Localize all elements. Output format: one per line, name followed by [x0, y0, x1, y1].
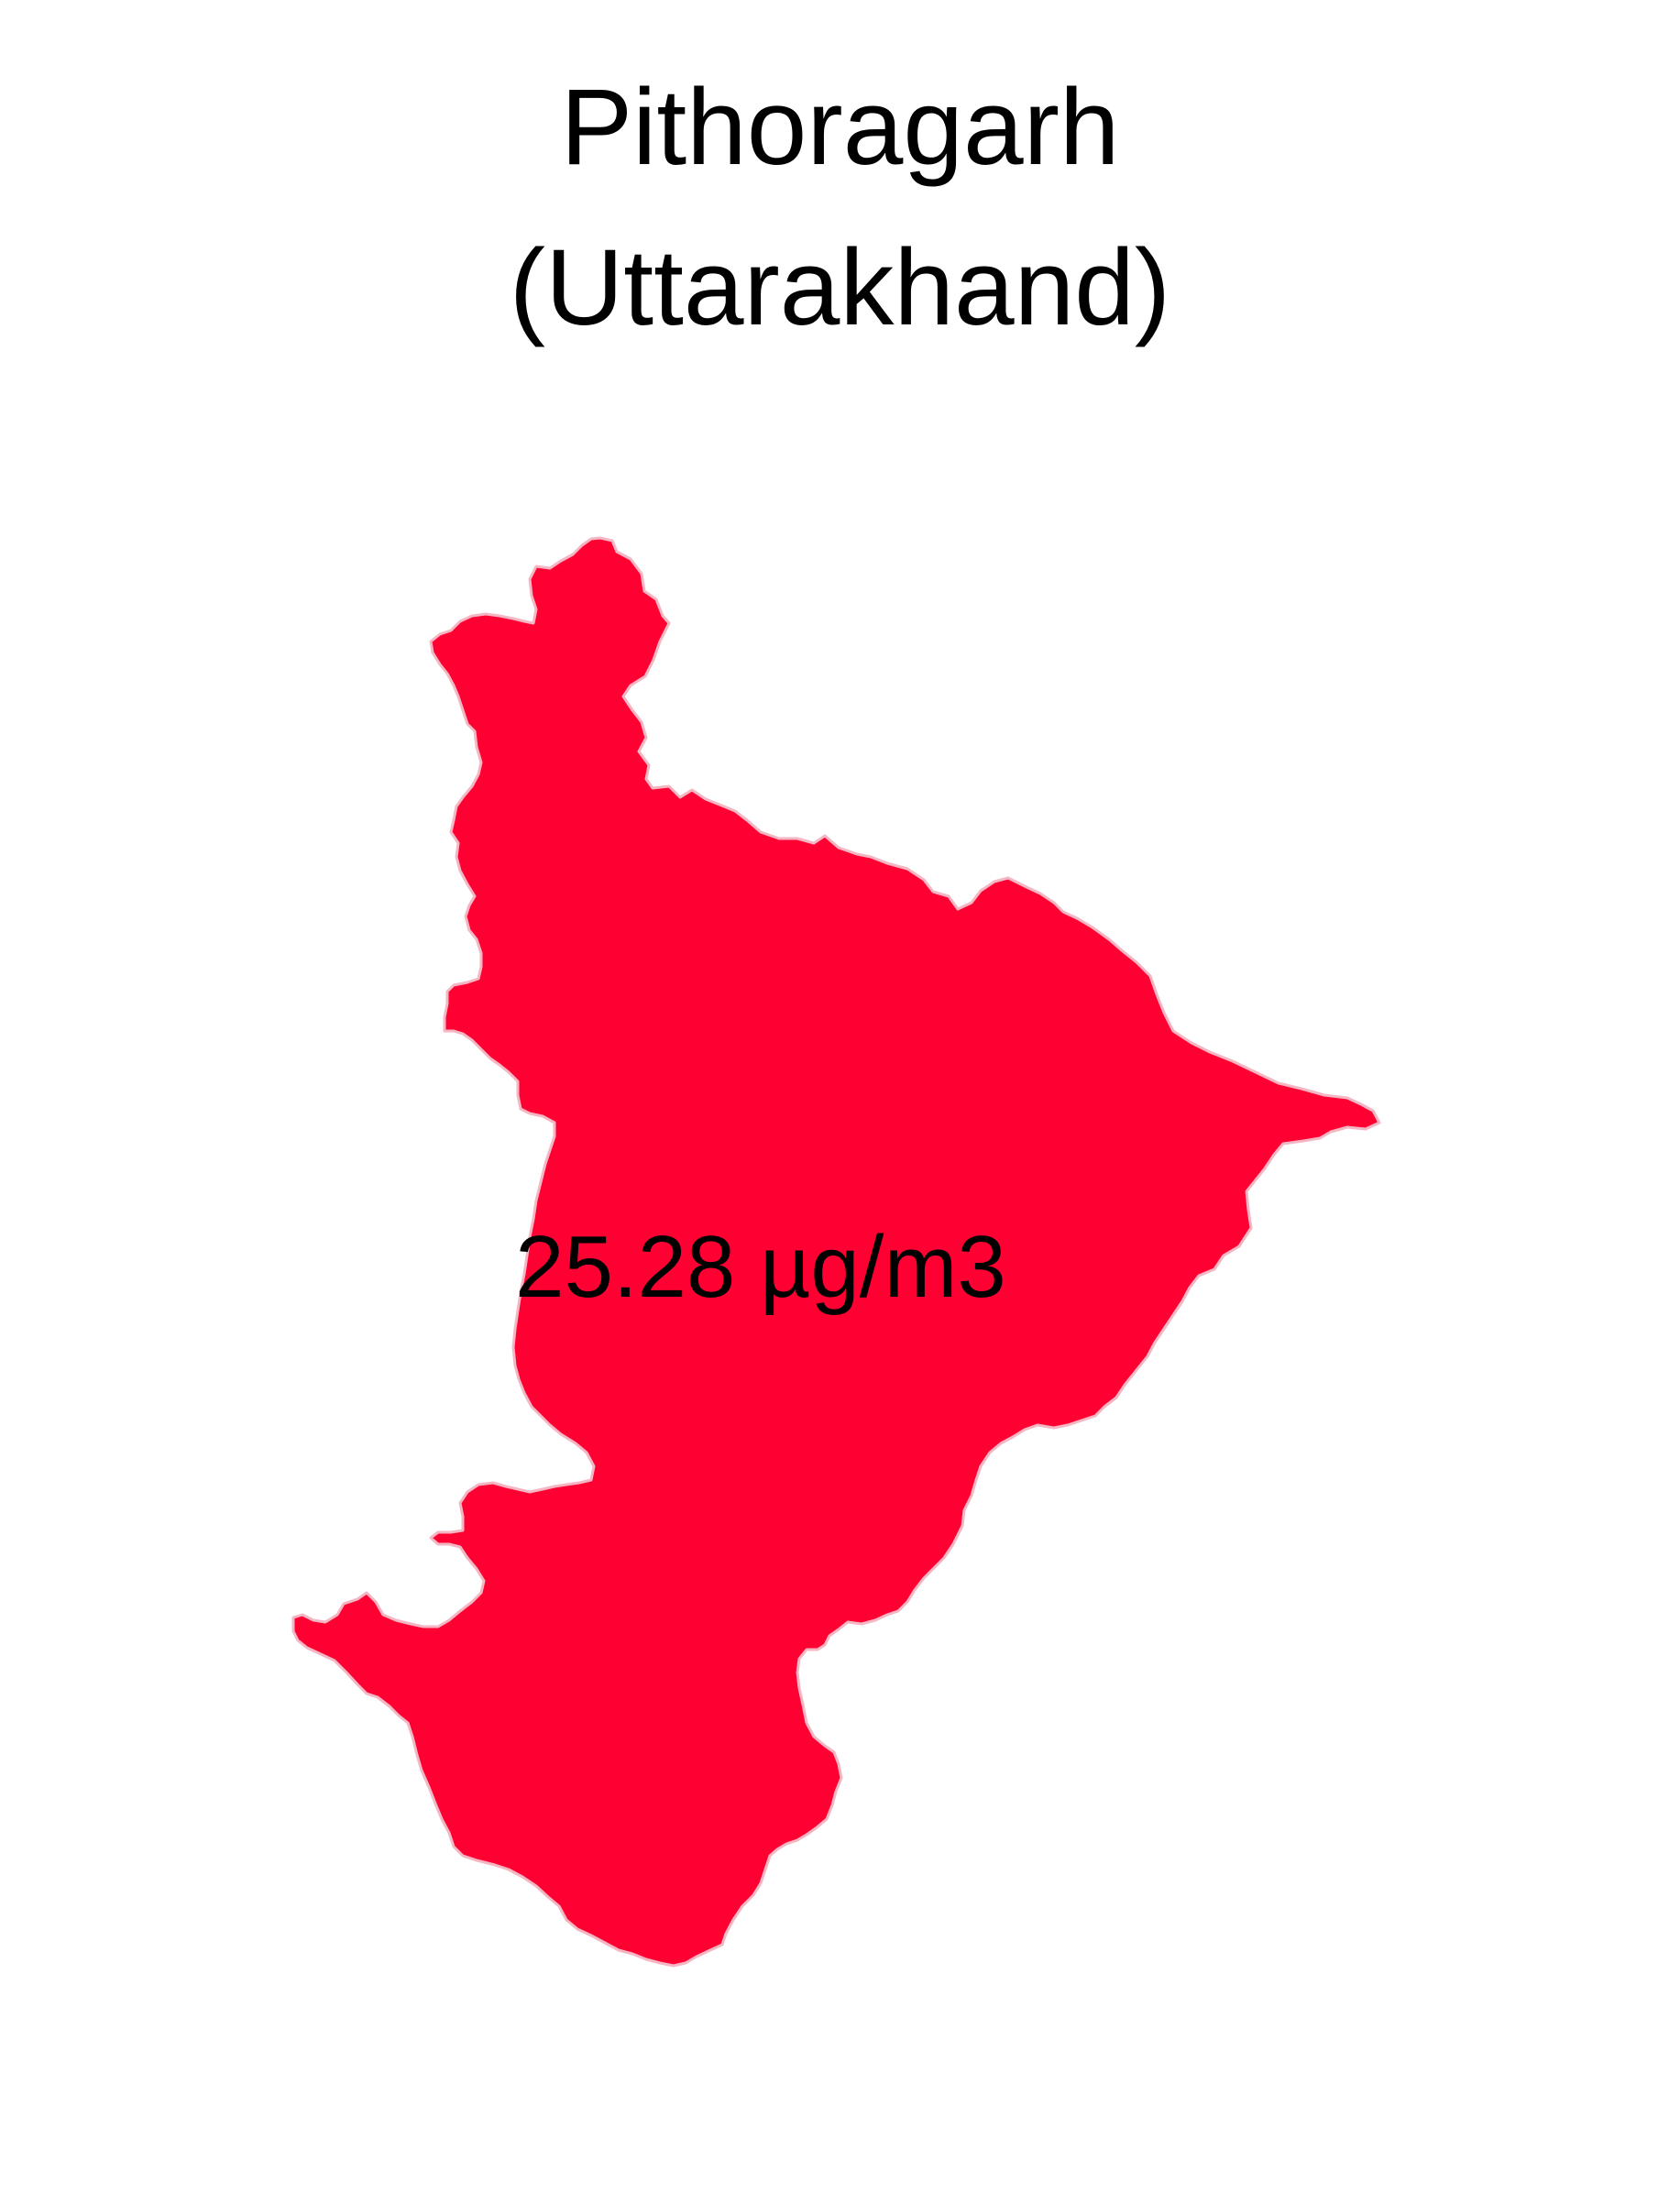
district-region-shape: [291, 536, 1381, 1968]
map-title-state: (Uttarakhand): [509, 227, 1171, 348]
map-title-district: Pithoragarh: [560, 67, 1120, 188]
air-quality-value-label: 25.28 µg/m3: [515, 1218, 1006, 1316]
